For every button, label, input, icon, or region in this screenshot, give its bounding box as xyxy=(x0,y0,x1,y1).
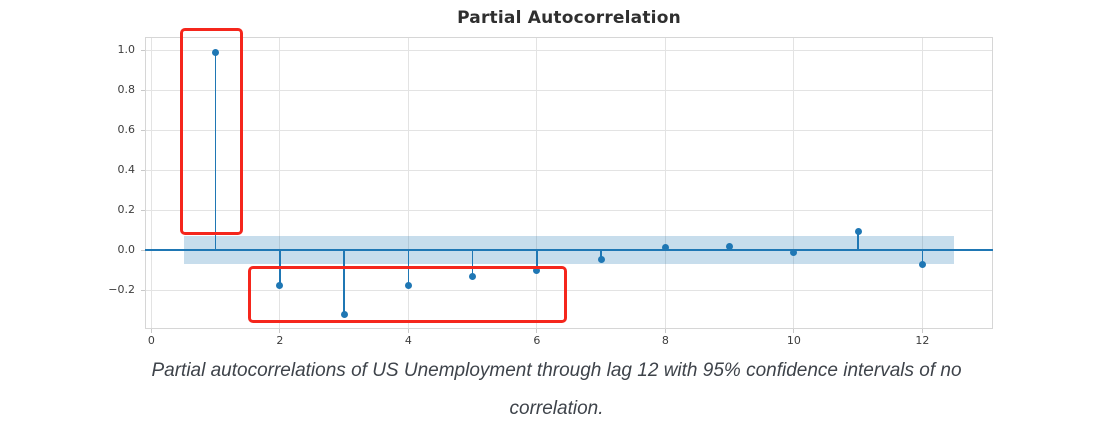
stem xyxy=(343,250,345,314)
stem-marker xyxy=(597,256,605,264)
stem xyxy=(921,250,924,265)
x-tick-label: 4 xyxy=(404,334,412,347)
stem-marker xyxy=(854,227,862,235)
stem xyxy=(857,231,859,250)
axis-tick-x xyxy=(536,329,538,333)
axis-tick-x xyxy=(664,329,666,333)
gridline-y xyxy=(145,49,993,51)
axis-tick-x xyxy=(407,329,409,333)
red-annotation-box-highlight-lag-1 xyxy=(179,28,243,235)
axis-tick-y xyxy=(141,209,145,211)
pacf-chart: Partial Autocorrelation 1.0 0.8 0.6 0.4 0.2 0… xyxy=(108,8,993,347)
gridline-y xyxy=(145,209,993,211)
x-tick-label: 0 xyxy=(147,334,155,347)
axis-tick-y xyxy=(141,249,145,251)
stem-marker xyxy=(276,281,284,289)
axis-tick-y xyxy=(141,129,145,131)
y-tick-label: 1.0 xyxy=(117,43,136,56)
axis-tick-x xyxy=(150,329,152,333)
x-tick-label: 6 xyxy=(533,334,541,347)
x-tick-label: 2 xyxy=(276,334,284,347)
x-tick-label: 8 xyxy=(661,334,669,347)
stem xyxy=(600,250,602,260)
gridline-y xyxy=(145,129,993,131)
chart-title: Partial Autocorrelation xyxy=(457,8,681,28)
gridline-x xyxy=(793,37,795,329)
y-tick-label: 0.6 xyxy=(117,123,136,136)
y-tick-label: 0.4 xyxy=(117,163,136,176)
gridline-x xyxy=(279,37,281,329)
y-tick-label: −0.2 xyxy=(108,283,135,296)
stem-marker xyxy=(661,244,669,252)
gridline-y xyxy=(145,289,993,291)
gridline-x xyxy=(407,37,409,329)
stem-marker xyxy=(404,281,412,289)
stem-marker xyxy=(918,260,926,268)
axis-tick-x xyxy=(279,329,281,333)
axis-tick-y xyxy=(141,49,145,51)
figure-caption: Partial autocorrelations of US Unemploym… xyxy=(0,352,1113,421)
stem xyxy=(536,250,538,270)
axis-tick-y xyxy=(141,89,145,91)
y-tick-label: 0.0 xyxy=(117,243,136,256)
stem-marker xyxy=(340,310,348,318)
zero-line xyxy=(145,249,993,251)
axis-tick-y xyxy=(141,289,145,291)
y-tick-label: 0.8 xyxy=(117,83,136,96)
gridline-y xyxy=(145,89,993,91)
stem-marker xyxy=(533,266,541,274)
red-annotation-box-highlight-lags-2-6 xyxy=(247,266,568,323)
axis-tick-y xyxy=(141,169,145,171)
x-tick-label: 10 xyxy=(786,334,801,347)
axis-tick-x xyxy=(921,329,923,333)
stem-marker xyxy=(790,248,798,256)
gridline-x xyxy=(664,37,666,329)
stem-marker xyxy=(469,272,477,280)
gridline-x xyxy=(921,37,923,329)
stem xyxy=(471,250,474,276)
figure-caption-line-1: Partial autocorrelations of US Unemploym… xyxy=(151,360,962,381)
stem xyxy=(214,52,217,250)
figure-caption-line-2: correlation. xyxy=(509,398,604,419)
stem-marker xyxy=(726,242,734,250)
stem-marker xyxy=(212,48,220,56)
gridline-x xyxy=(536,37,538,329)
axis-tick-x xyxy=(793,329,795,333)
gridline-y xyxy=(145,169,993,171)
y-tick-label: 0.2 xyxy=(117,203,136,216)
gridline-x xyxy=(150,37,152,329)
x-tick-label: 12 xyxy=(915,334,930,347)
